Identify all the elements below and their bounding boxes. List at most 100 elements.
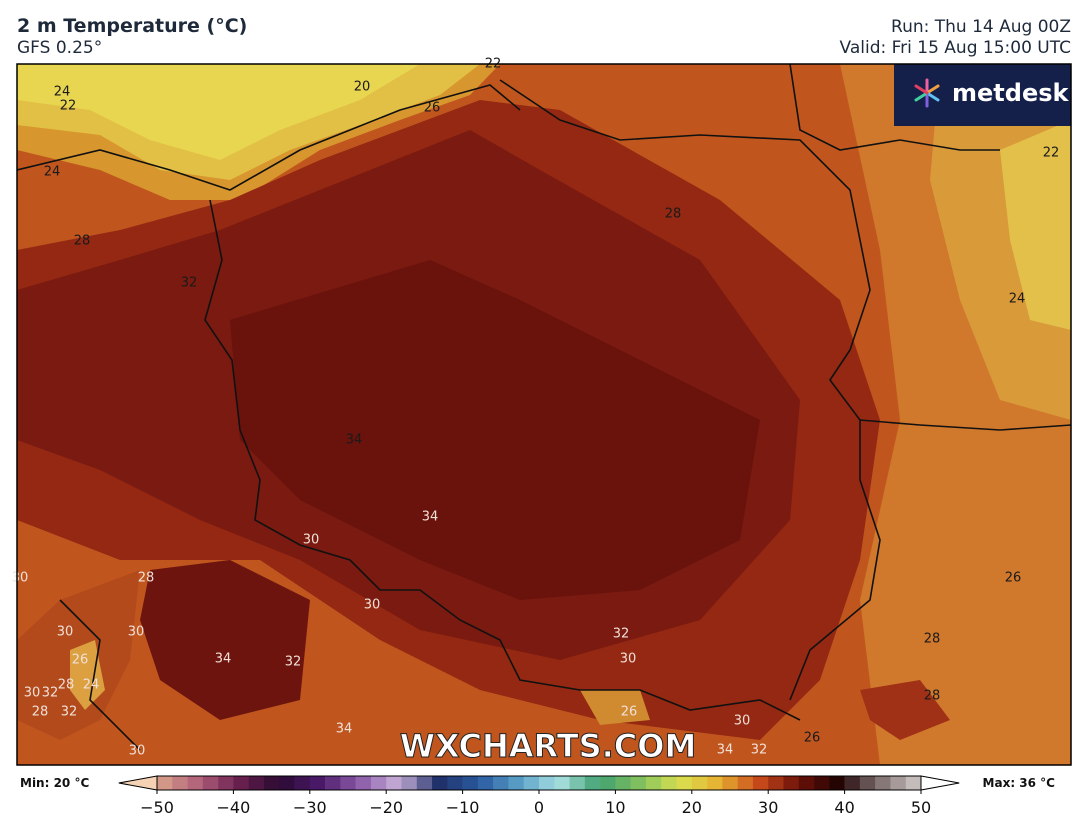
contour-label: 32	[42, 686, 59, 701]
colorbar-tick-label: 40	[834, 798, 854, 817]
contour-label: 30	[24, 686, 41, 701]
colorbar-max-arrow	[920, 775, 960, 791]
subtitle: GFS 0.25°	[17, 38, 102, 58]
contour-label: 34	[717, 743, 734, 758]
colorbar-cell	[294, 776, 311, 790]
colorbar-cell	[676, 776, 693, 790]
colorbar-cell	[523, 776, 540, 790]
colorbar-cell	[401, 776, 418, 790]
contour-label: 32	[285, 655, 302, 670]
colorbar-cell	[737, 776, 754, 790]
contour-label: 34	[422, 510, 439, 525]
contour-label: 24	[44, 165, 61, 180]
contour-label: 26	[621, 705, 638, 720]
contour-label: 34	[215, 652, 232, 667]
colorbar-cell	[569, 776, 586, 790]
colorbar-cell	[661, 776, 677, 790]
colorbar-cell	[600, 776, 616, 790]
contour-label: 26	[72, 653, 89, 668]
contour-label: 28	[32, 705, 49, 720]
logo: metdesk	[952, 79, 1070, 107]
colorbar-cell	[539, 776, 555, 790]
colorbar-cell	[645, 776, 662, 790]
colorbar-tick-label: −40	[217, 798, 251, 817]
contour-label: 28	[74, 234, 91, 249]
colorbar-tick-label: 50	[911, 798, 931, 817]
colorbar-cell	[355, 776, 372, 790]
map-frame	[16, 63, 1072, 766]
colorbar-cell	[263, 776, 280, 790]
colorbar-cell	[447, 776, 463, 790]
colorbar-cell	[508, 776, 525, 790]
colorbar-cell	[370, 776, 387, 790]
colorbar-cell	[691, 776, 708, 790]
colorbar-cell	[386, 776, 402, 790]
colorbar-cell	[432, 776, 448, 790]
colorbar-cell	[859, 776, 876, 790]
contour-label: 32	[181, 276, 198, 291]
colorbar: −50 −40 −30 −20 −10 0 10 20 30 40 50	[118, 775, 960, 817]
contour-label: 20	[354, 80, 371, 95]
colorbar-cell	[752, 776, 769, 790]
colorbar-cell	[309, 776, 326, 790]
min-label: Min: 20 °C	[20, 776, 89, 790]
colorbar-cell	[493, 776, 509, 790]
contour-label: 28	[138, 571, 155, 586]
contour-label: 30	[734, 714, 751, 729]
temperature-field	[17, 64, 1071, 765]
colorbar-cell	[844, 776, 861, 790]
colorbar-cell	[798, 776, 815, 790]
contour-label: 34	[336, 722, 353, 737]
contour-label: 30	[12, 571, 29, 586]
contour-label: 34	[346, 433, 363, 448]
colorbar-cell	[768, 776, 784, 790]
colorbar-cell	[202, 776, 219, 790]
contour-label: 26	[804, 731, 821, 746]
title: 2 m Temperature (°C)	[17, 15, 247, 37]
colorbar-tick-label: 10	[605, 798, 625, 817]
colorbar-cell	[814, 776, 830, 790]
colorbar-tick-label: −50	[140, 798, 174, 817]
colorbar-cell	[630, 776, 647, 790]
run-time: Run: Thu 14 Aug 00Z	[891, 17, 1071, 37]
colorbar-cell	[187, 776, 204, 790]
colorbar-cell	[218, 776, 234, 790]
colorbar-cell	[416, 776, 433, 790]
colorbar-cell	[890, 776, 907, 790]
contour-label: 28	[665, 207, 682, 222]
colorbar-cell	[615, 776, 631, 790]
colorbar-cell	[248, 776, 265, 790]
contour-label: 30	[303, 533, 320, 548]
contour-label: 32	[613, 627, 630, 642]
contour-label: 30	[364, 598, 381, 613]
colorbar-cell	[905, 776, 922, 790]
logo-icon	[914, 78, 940, 108]
colorbar-cell	[340, 776, 356, 790]
colorbar-cell	[875, 776, 891, 790]
contour-label: 32	[61, 705, 78, 720]
contour-label: 30	[620, 652, 637, 667]
contour-label: 24	[54, 85, 71, 100]
colorbar-cell	[233, 776, 249, 790]
colorbar-cell	[325, 776, 341, 790]
colorbar-cell	[584, 776, 601, 790]
contour-label: 22	[60, 99, 77, 114]
contour-label: 28	[58, 678, 75, 693]
colorbar-cell	[722, 776, 738, 790]
colorbar-tick-label: 30	[758, 798, 778, 817]
contour-label: 30	[57, 625, 74, 640]
colorbar-tick-label: −20	[369, 798, 403, 817]
colorbar-cell	[783, 776, 800, 790]
contour-label: 26	[424, 101, 441, 116]
contour-label: 30	[128, 625, 145, 640]
contour-label: 24	[83, 678, 100, 693]
colorbar-cell	[554, 776, 570, 790]
contour-label: 28	[924, 632, 941, 647]
colorbar-cell	[707, 776, 723, 790]
colorbar-cell	[829, 776, 845, 790]
colorbar-tick-label: 20	[682, 798, 702, 817]
contour-label: 22	[1043, 146, 1060, 161]
